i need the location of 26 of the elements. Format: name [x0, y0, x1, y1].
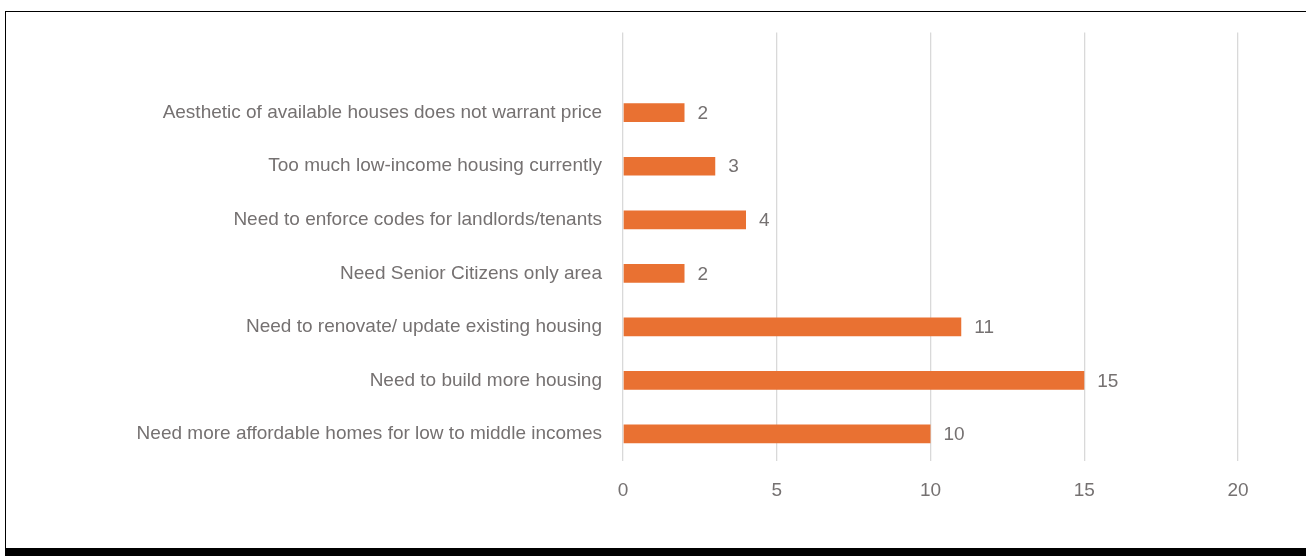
y-tick-label: Too much low-income housing currently: [268, 154, 603, 176]
x-tick-label: 0: [617, 479, 629, 501]
x-tick-label: 10: [919, 479, 942, 501]
bar: [623, 210, 746, 230]
data-label: 11: [974, 316, 994, 338]
y-tick-label: Need to enforce codes for landlords/tenants: [233, 208, 602, 230]
data-label: 3: [728, 155, 739, 177]
bar: [623, 317, 962, 337]
x-tick-label: 5: [771, 479, 783, 501]
y-tick-label: Need to build more housing: [369, 368, 602, 390]
data-label: 4: [759, 209, 770, 231]
x-tick-label: 20: [1227, 479, 1249, 501]
y-tick-label: Aesthetic of available houses does not warrant price: [162, 100, 602, 122]
data-label: 15: [1097, 369, 1119, 391]
y-tick-label: Need more affordable homes for low to middle incomes: [136, 422, 602, 444]
bar: [623, 103, 685, 123]
x-tick-label: 15: [1073, 479, 1095, 501]
bar: [623, 424, 931, 444]
bar: [623, 263, 685, 283]
y-tick-label: Need to renovate/ update existing housing: [246, 315, 602, 337]
data-label: 10: [943, 423, 965, 445]
bar: [623, 371, 1085, 390]
data-label: 2: [697, 262, 709, 284]
bar: [623, 156, 716, 176]
y-tick-label: Need Senior Citizens only area: [340, 261, 603, 283]
data-label: 2: [697, 101, 709, 123]
